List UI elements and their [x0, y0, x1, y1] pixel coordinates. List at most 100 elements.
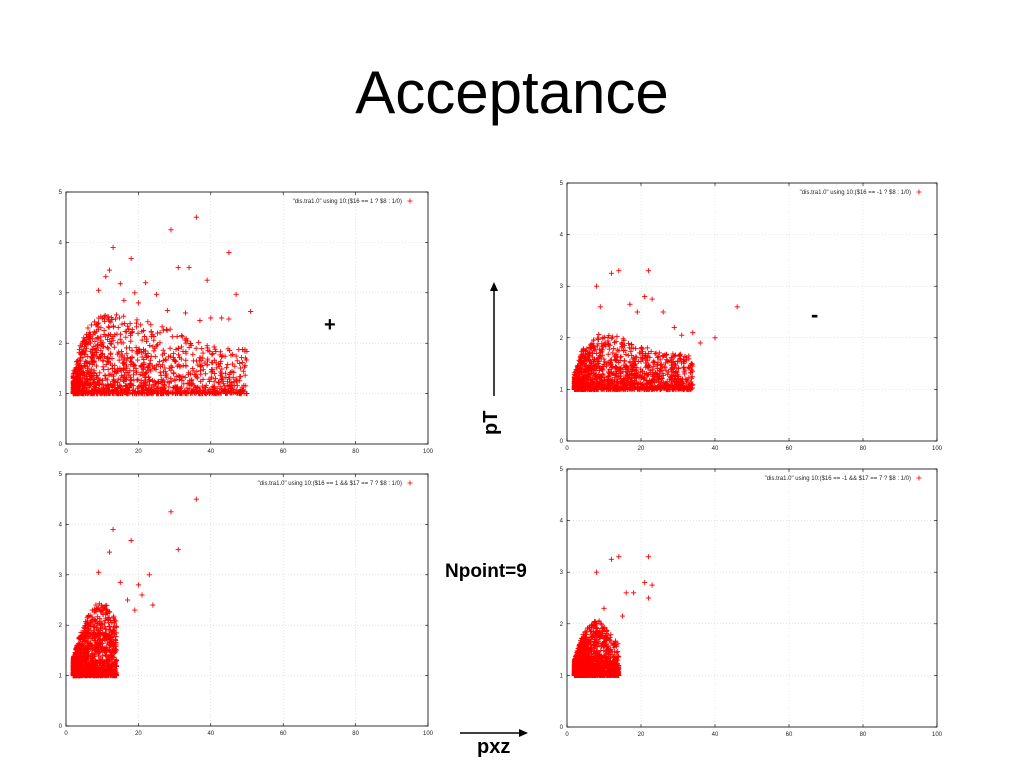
data-point	[668, 362, 675, 368]
data-point	[76, 654, 82, 660]
data-point	[668, 382, 674, 388]
legend-entry: "dis.tra1.0" using 10:($16 == 1 ? $8 : 1…	[293, 199, 402, 205]
data-point	[107, 609, 113, 615]
data-point	[142, 377, 148, 383]
data-point	[605, 335, 611, 341]
data-point	[76, 389, 83, 395]
data-point	[237, 388, 244, 394]
data-point	[106, 324, 112, 331]
data-point	[211, 370, 218, 377]
data-point	[79, 369, 85, 375]
data-point	[108, 350, 114, 356]
data-point	[123, 383, 130, 389]
data-point	[77, 366, 83, 372]
data-point	[586, 386, 592, 392]
data-point	[580, 347, 586, 353]
data-point	[643, 357, 649, 363]
data-point	[108, 638, 114, 644]
data-point	[97, 616, 103, 622]
data-point	[78, 633, 85, 639]
data-point	[686, 375, 692, 381]
data-point	[227, 390, 233, 396]
data-point	[182, 374, 188, 381]
data-point	[639, 374, 645, 381]
data-point	[128, 338, 134, 344]
data-point	[148, 328, 154, 335]
data-point	[113, 312, 120, 318]
x-tick-label: 60	[280, 731, 287, 737]
data-point	[579, 376, 586, 382]
data-point	[102, 318, 108, 324]
data-point	[606, 379, 612, 385]
x-tick-label: 60	[280, 449, 287, 455]
data-point	[658, 367, 664, 373]
data-point	[98, 608, 105, 614]
data-point	[697, 340, 703, 346]
data-point	[86, 372, 93, 378]
data-point	[101, 662, 107, 668]
data-point	[164, 327, 170, 333]
data-point	[135, 376, 141, 382]
data-point	[173, 385, 179, 391]
data-point	[205, 387, 211, 393]
data-point	[678, 386, 684, 392]
data-point	[712, 335, 718, 341]
data-point	[121, 313, 127, 319]
data-point	[81, 389, 87, 395]
x-tick-label: 20	[638, 732, 645, 738]
data-point	[144, 336, 150, 342]
y-tick-label: 5	[560, 181, 564, 187]
data-point	[130, 361, 136, 367]
data-point	[124, 386, 130, 392]
data-point	[85, 619, 91, 626]
data-point	[109, 335, 115, 342]
data-point	[97, 389, 103, 395]
data-point	[176, 374, 182, 380]
data-point	[587, 345, 594, 351]
data-point	[147, 362, 153, 368]
data-point	[601, 377, 607, 384]
data-point	[123, 334, 129, 340]
data-point	[672, 382, 679, 388]
data-point	[93, 383, 99, 389]
data-point	[77, 355, 83, 361]
data-point	[70, 665, 77, 671]
data-point	[647, 370, 653, 376]
data-point	[185, 390, 191, 397]
data-point	[614, 347, 620, 353]
data-point	[128, 376, 134, 383]
data-point	[190, 365, 196, 372]
data-point	[669, 365, 675, 371]
y-tick-label: 2	[59, 341, 63, 347]
data-point	[579, 386, 586, 392]
data-point	[644, 345, 650, 351]
data-point	[102, 650, 108, 656]
y-tick-label: 1	[59, 674, 63, 680]
data-point	[91, 390, 97, 397]
data-point	[89, 651, 95, 657]
data-point	[223, 365, 230, 371]
data-point	[208, 315, 214, 321]
data-point	[83, 631, 90, 637]
data-markers	[571, 268, 740, 392]
data-point	[690, 381, 696, 388]
data-point	[133, 344, 139, 350]
data-point	[197, 317, 203, 324]
data-point	[164, 307, 170, 314]
data-point	[606, 342, 612, 348]
data-point	[585, 351, 591, 358]
data-point	[581, 364, 587, 370]
data-point	[145, 319, 151, 325]
data-point	[648, 348, 654, 355]
data-point	[155, 384, 161, 390]
data-point	[105, 382, 111, 388]
scatter-plot-bottom-right: 0 20 40 60 80 100 0 1 2 3 4 5 "dis.tra1.0" using 10:…	[555, 463, 943, 741]
data-point	[126, 372, 132, 378]
data-point	[87, 613, 93, 619]
data-point	[94, 671, 100, 677]
data-point	[676, 353, 682, 359]
data-point	[610, 370, 617, 376]
data-point	[670, 351, 676, 357]
data-point	[103, 672, 109, 679]
